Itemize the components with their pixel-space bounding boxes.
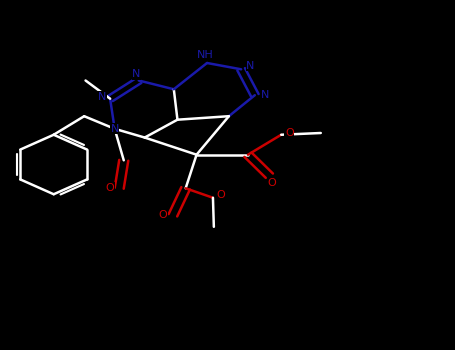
Text: N: N	[111, 124, 119, 134]
Text: N: N	[261, 90, 269, 100]
Text: N: N	[246, 61, 254, 71]
Text: O: O	[158, 210, 167, 219]
Text: N: N	[98, 92, 106, 102]
Text: O: O	[267, 178, 276, 188]
Text: N: N	[132, 69, 141, 79]
Text: O: O	[285, 128, 294, 138]
Text: O: O	[217, 190, 226, 200]
Text: O: O	[106, 183, 115, 193]
Text: NH: NH	[197, 50, 213, 60]
